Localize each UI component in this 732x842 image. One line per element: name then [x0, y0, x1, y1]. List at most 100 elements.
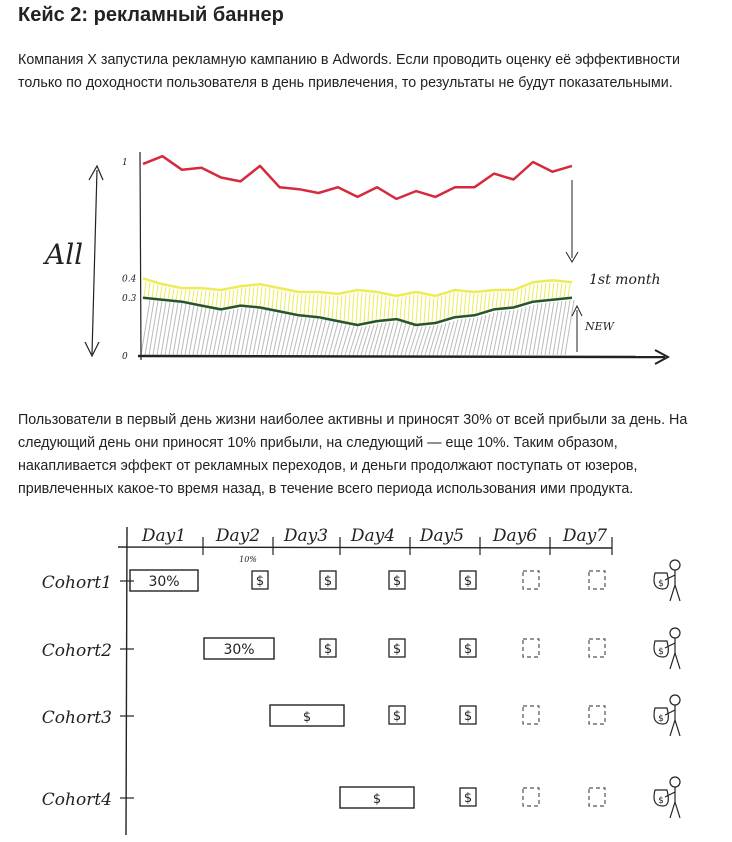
hatch-month: [431, 297, 435, 323]
hatch-new: [444, 320, 455, 356]
hatch-new: [556, 300, 567, 356]
hatch-month: [167, 287, 171, 300]
header-line: [117, 546, 613, 549]
hatch-month: [451, 292, 455, 317]
chart-series: [142, 154, 573, 327]
hatch-month: [403, 295, 407, 322]
label-1st-month: 1st month: [589, 272, 661, 288]
series-line-all: [142, 154, 573, 201]
hatch-month: [351, 292, 355, 324]
hatch-new: [180, 304, 191, 356]
hatch-month: [231, 289, 235, 306]
dollar-sign: $: [393, 574, 401, 589]
dollar-box: [459, 787, 477, 807]
hatch-new: [356, 325, 367, 356]
hatch-month: [519, 288, 523, 305]
label-new: NEW: [584, 320, 616, 333]
hatch-new: [524, 304, 535, 356]
dollar-icon: $: [459, 638, 477, 658]
day-header: Day5: [419, 526, 464, 546]
hatch-new: [416, 326, 427, 356]
first-day-box: [203, 637, 275, 660]
hatch-new: [472, 316, 483, 356]
hatch-new: [236, 307, 247, 356]
hatch-month: [315, 293, 319, 317]
day-header: Day3: [283, 526, 328, 546]
hatch-month: [191, 290, 195, 304]
hatch-month: [499, 291, 503, 308]
hatch-new: [336, 323, 347, 356]
person-head: [669, 559, 681, 571]
new-bracket-arrow: [571, 304, 583, 317]
cohort-label: Cohort4: [42, 790, 112, 810]
hatch-new: [276, 313, 287, 356]
investor-icon: $: [653, 559, 681, 602]
dollar-sign: $: [464, 642, 472, 657]
investor-icon: $: [653, 694, 681, 737]
hatch-month: [503, 291, 507, 308]
person-body: [664, 638, 681, 670]
hatch-new: [268, 312, 279, 356]
hatch-new: [272, 312, 283, 356]
tick-label: 1: [122, 158, 128, 168]
hatch-new: [380, 322, 391, 356]
hatch-month: [243, 287, 247, 306]
revenue-chart: 1 0.4 0.3 0 All 1st month NEW: [42, 151, 671, 365]
hatch-month: [155, 284, 159, 299]
money-bag-sign: $: [658, 796, 664, 806]
cohort-paragraph: Пользователи в первый день жизни наиболе…: [18, 412, 688, 497]
person-head: [669, 694, 681, 706]
tick-label: 0: [122, 352, 128, 362]
hatch-new: [244, 308, 255, 356]
hatch-month: [395, 297, 399, 319]
hatch-month: [355, 292, 359, 324]
y-axis: [139, 151, 142, 361]
hatch-month: [359, 292, 363, 324]
dollar-box: [459, 638, 477, 658]
hatch-month: [263, 287, 267, 308]
empty-day-box: [588, 638, 606, 658]
hatch-month: [515, 290, 519, 306]
cohort-grid: [117, 526, 613, 836]
hatch-new: [300, 317, 311, 356]
hatch-month: [375, 294, 379, 321]
month-bracket-arrow: [565, 251, 579, 263]
hatch-new: [448, 319, 459, 356]
hatch-new: [160, 302, 171, 356]
dollar-box: [251, 570, 269, 590]
money-bag: [653, 789, 669, 807]
day-header: Day7: [562, 526, 607, 546]
hatch-month: [219, 291, 223, 309]
hatch-new: [240, 308, 251, 356]
hatch-new: [376, 322, 387, 356]
hatch-month: [303, 293, 307, 316]
hatch-new: [488, 311, 499, 356]
hatch-month: [463, 293, 467, 316]
hatch-month: [255, 286, 259, 307]
hatch-new: [480, 313, 491, 356]
hatch-month: [559, 283, 563, 298]
hatch-new: [532, 303, 543, 356]
hatch-new: [264, 311, 275, 356]
first-day-label: 30%: [148, 574, 179, 590]
day-header: Day1: [141, 526, 186, 546]
hatch-new: [316, 319, 327, 356]
hatch-new: [204, 309, 215, 356]
hatch-new: [220, 310, 231, 356]
hatch-month: [239, 287, 243, 305]
hatch-month: [455, 292, 459, 316]
hatch-new: [212, 310, 223, 356]
dollar-icon: $: [388, 570, 406, 590]
hatch-new: [436, 322, 447, 356]
hatch-new: [464, 317, 475, 356]
hatch-month: [419, 295, 423, 324]
cohort-label: Cohort3: [42, 708, 112, 728]
hatch-new: [388, 321, 399, 356]
hatch-month: [291, 292, 295, 314]
hatch-new: [368, 323, 379, 356]
series-line-month: [142, 277, 573, 298]
hatch-new: [156, 301, 167, 356]
dollar-sign: $: [324, 574, 332, 589]
hatch-new: [216, 311, 227, 356]
hatch-new: [292, 316, 303, 356]
